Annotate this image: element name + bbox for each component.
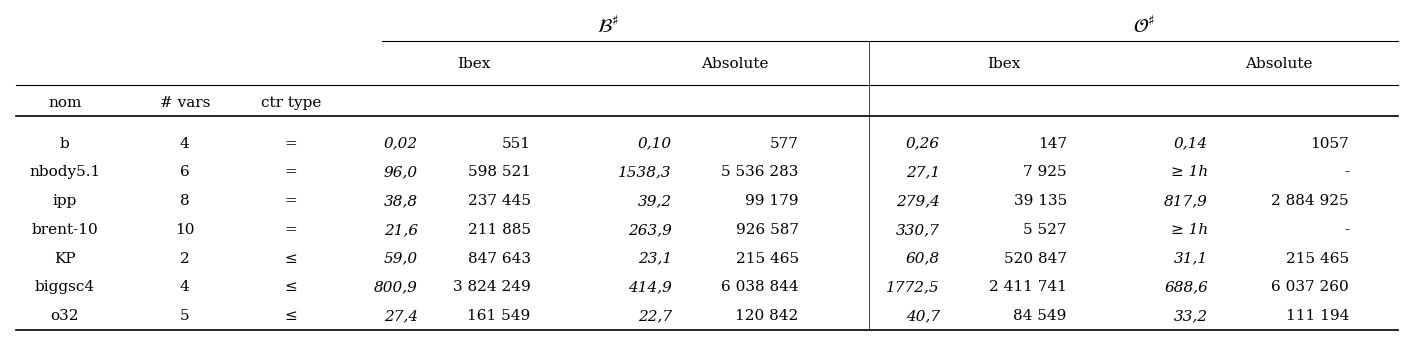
Text: 40,7: 40,7	[906, 309, 940, 323]
Text: 4: 4	[180, 137, 189, 150]
Text: ≤: ≤	[284, 252, 297, 265]
Text: 84 549: 84 549	[1014, 309, 1066, 323]
Text: 215 465: 215 465	[1285, 252, 1349, 265]
Text: 926 587: 926 587	[735, 223, 799, 237]
Text: 5 527: 5 527	[1024, 223, 1066, 237]
Text: 330,7: 330,7	[896, 223, 940, 237]
Text: Absolute: Absolute	[701, 57, 769, 71]
Text: 414,9: 414,9	[628, 280, 672, 294]
Text: ≤: ≤	[284, 309, 297, 323]
Text: 520 847: 520 847	[1004, 252, 1066, 265]
Text: 10: 10	[175, 223, 195, 237]
Text: 27,1: 27,1	[906, 166, 940, 179]
Text: 7 925: 7 925	[1024, 166, 1066, 179]
Text: 96,0: 96,0	[383, 166, 417, 179]
Text: brent-10: brent-10	[31, 223, 98, 237]
Text: 59,0: 59,0	[383, 252, 417, 265]
Text: 237 445: 237 445	[468, 194, 530, 208]
Text: o32: o32	[51, 309, 79, 323]
Text: biggsc4: biggsc4	[35, 280, 95, 294]
Text: 1538,3: 1538,3	[618, 166, 672, 179]
Text: 5 536 283: 5 536 283	[721, 166, 799, 179]
Text: 0,14: 0,14	[1174, 137, 1208, 150]
Text: # vars: # vars	[160, 96, 211, 109]
Text: 551: 551	[502, 137, 530, 150]
Text: 263,9: 263,9	[628, 223, 672, 237]
Text: 847 643: 847 643	[468, 252, 530, 265]
Text: 147: 147	[1038, 137, 1066, 150]
Text: 1772,5: 1772,5	[887, 280, 940, 294]
Text: nbody5.1: nbody5.1	[30, 166, 100, 179]
Text: ipp: ipp	[52, 194, 78, 208]
Text: ≥ 1h: ≥ 1h	[1171, 223, 1208, 237]
Text: 0,02: 0,02	[383, 137, 417, 150]
Text: 60,8: 60,8	[906, 252, 940, 265]
Text: 279,4: 279,4	[896, 194, 940, 208]
Text: 211 885: 211 885	[468, 223, 530, 237]
Text: 3 824 249: 3 824 249	[452, 280, 530, 294]
Text: $\mathcal{O}^\sharp$: $\mathcal{O}^\sharp$	[1134, 15, 1155, 37]
Text: 6 038 844: 6 038 844	[721, 280, 799, 294]
Text: 5: 5	[180, 309, 189, 323]
Text: 6 037 260: 6 037 260	[1271, 280, 1349, 294]
Text: Ibex: Ibex	[987, 57, 1019, 71]
Text: 23,1: 23,1	[638, 252, 672, 265]
Text: 1057: 1057	[1311, 137, 1349, 150]
Text: =: =	[284, 194, 297, 208]
Text: 39,2: 39,2	[638, 194, 672, 208]
Text: 161 549: 161 549	[468, 309, 530, 323]
Text: =: =	[284, 137, 297, 150]
Text: $\mathcal{B}^\sharp$: $\mathcal{B}^\sharp$	[597, 15, 619, 37]
Text: ≤: ≤	[284, 280, 297, 294]
Text: 22,7: 22,7	[638, 309, 672, 323]
Text: 577: 577	[769, 137, 799, 150]
Text: nom: nom	[48, 96, 82, 109]
Text: 0,10: 0,10	[638, 137, 672, 150]
Text: 38,8: 38,8	[383, 194, 417, 208]
Text: ctr type: ctr type	[260, 96, 321, 109]
Text: b: b	[59, 137, 69, 150]
Text: KP: KP	[54, 252, 76, 265]
Text: 800,9: 800,9	[373, 280, 417, 294]
Text: Absolute: Absolute	[1244, 57, 1312, 71]
Text: 99 179: 99 179	[745, 194, 799, 208]
Text: 0,26: 0,26	[906, 137, 940, 150]
Text: 2 411 741: 2 411 741	[988, 280, 1066, 294]
Text: 8: 8	[180, 194, 189, 208]
Text: 120 842: 120 842	[735, 309, 799, 323]
Text: 27,4: 27,4	[383, 309, 417, 323]
Text: -: -	[1343, 166, 1349, 179]
Text: =: =	[284, 166, 297, 179]
Text: 215 465: 215 465	[735, 252, 799, 265]
Text: 4: 4	[180, 280, 189, 294]
Text: 2 884 925: 2 884 925	[1271, 194, 1349, 208]
Text: 688,6: 688,6	[1164, 280, 1208, 294]
Text: 31,1: 31,1	[1174, 252, 1208, 265]
Text: 598 521: 598 521	[468, 166, 530, 179]
Text: =: =	[284, 223, 297, 237]
Text: 39 135: 39 135	[1014, 194, 1066, 208]
Text: 33,2: 33,2	[1174, 309, 1208, 323]
Text: 817,9: 817,9	[1164, 194, 1208, 208]
Text: 111 194: 111 194	[1285, 309, 1349, 323]
Text: 2: 2	[180, 252, 189, 265]
Text: -: -	[1343, 223, 1349, 237]
Text: ≥ 1h: ≥ 1h	[1171, 166, 1208, 179]
Text: 21,6: 21,6	[383, 223, 417, 237]
Text: 6: 6	[180, 166, 189, 179]
Text: Ibex: Ibex	[458, 57, 491, 71]
